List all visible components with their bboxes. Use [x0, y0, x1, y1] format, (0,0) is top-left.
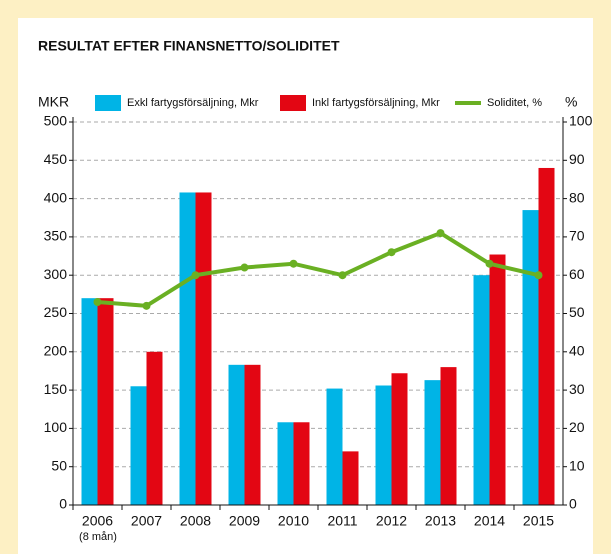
bar — [146, 351, 163, 505]
bar — [244, 364, 261, 505]
y-tick-label: 150 — [44, 381, 68, 397]
x-tick-label: 2012 — [376, 513, 407, 529]
legend-swatch — [280, 95, 306, 111]
bar — [293, 422, 310, 505]
y-tick-label: 100 — [44, 419, 68, 435]
y2-tick-label: 30 — [569, 381, 585, 397]
line-marker — [240, 263, 249, 272]
bar — [228, 364, 245, 505]
y2-axis-label: % — [565, 94, 577, 110]
y-tick-label: 450 — [44, 151, 68, 167]
x-tick-label: 2008 — [180, 513, 211, 529]
bar — [81, 298, 98, 505]
y-tick-label: 500 — [44, 113, 68, 129]
bar — [195, 192, 212, 506]
bar — [473, 275, 490, 505]
bar — [342, 451, 359, 505]
line-marker — [387, 248, 396, 257]
y-tick-label: 0 — [59, 496, 67, 512]
line-marker — [191, 271, 200, 280]
chart-title: RESULTAT EFTER FINANSNETTO/SOLIDITET — [38, 38, 340, 54]
y2-tick-label: 100 — [569, 113, 593, 129]
line-marker — [289, 259, 298, 268]
legend-label: Soliditet, % — [487, 97, 542, 109]
line-marker — [93, 298, 102, 307]
x-tick-label: 2006 — [82, 513, 113, 529]
x-tick-label: 2011 — [327, 513, 357, 529]
bar — [391, 373, 408, 505]
line-marker — [485, 259, 494, 268]
annotation: (8 mån) — [79, 531, 117, 543]
x-tick-label: 2013 — [425, 513, 456, 529]
y2-tick-label: 70 — [569, 228, 585, 244]
y2-tick-label: 40 — [569, 343, 585, 359]
y-tick-label: 200 — [44, 343, 68, 359]
legend-label: Inkl fartygsförsäljning, Mkr — [312, 97, 440, 109]
bar — [522, 210, 539, 505]
y-tick-label: 400 — [44, 189, 68, 205]
y2-tick-label: 50 — [569, 304, 585, 320]
line-marker — [534, 271, 543, 280]
x-tick-label: 2009 — [229, 513, 260, 529]
y2-tick-label: 10 — [569, 457, 585, 473]
line-marker — [436, 229, 445, 238]
bar — [130, 386, 147, 505]
bar — [179, 192, 196, 506]
line-marker — [338, 271, 347, 280]
x-tick-label: 2015 — [523, 513, 554, 529]
y-axis-label: MKR — [38, 94, 69, 110]
y2-tick-label: 60 — [569, 266, 585, 282]
line — [97, 230, 539, 308]
legend-label: Exkl fartygsförsäljning, Mkr — [127, 97, 259, 109]
y-tick-label: 300 — [44, 266, 68, 282]
y2-tick-label: 90 — [569, 151, 585, 167]
bar — [375, 385, 392, 505]
bar — [424, 380, 441, 505]
line-marker — [142, 301, 151, 310]
y-tick-label: 50 — [51, 457, 67, 473]
bar — [97, 298, 114, 505]
y-tick-label: 350 — [44, 228, 68, 244]
x-tick-label: 2007 — [131, 513, 162, 529]
bar — [277, 422, 294, 505]
bar — [326, 388, 343, 505]
x-tick-label: 2014 — [474, 513, 505, 529]
y2-tick-label: 0 — [569, 496, 577, 512]
legend-swatch — [95, 95, 121, 111]
x-tick-label: 2010 — [278, 513, 309, 529]
y2-tick-label: 80 — [569, 189, 585, 205]
bar — [538, 167, 555, 505]
y2-tick-label: 20 — [569, 419, 585, 435]
bar — [489, 254, 506, 505]
y-tick-label: 250 — [44, 304, 68, 320]
bar — [440, 367, 457, 505]
